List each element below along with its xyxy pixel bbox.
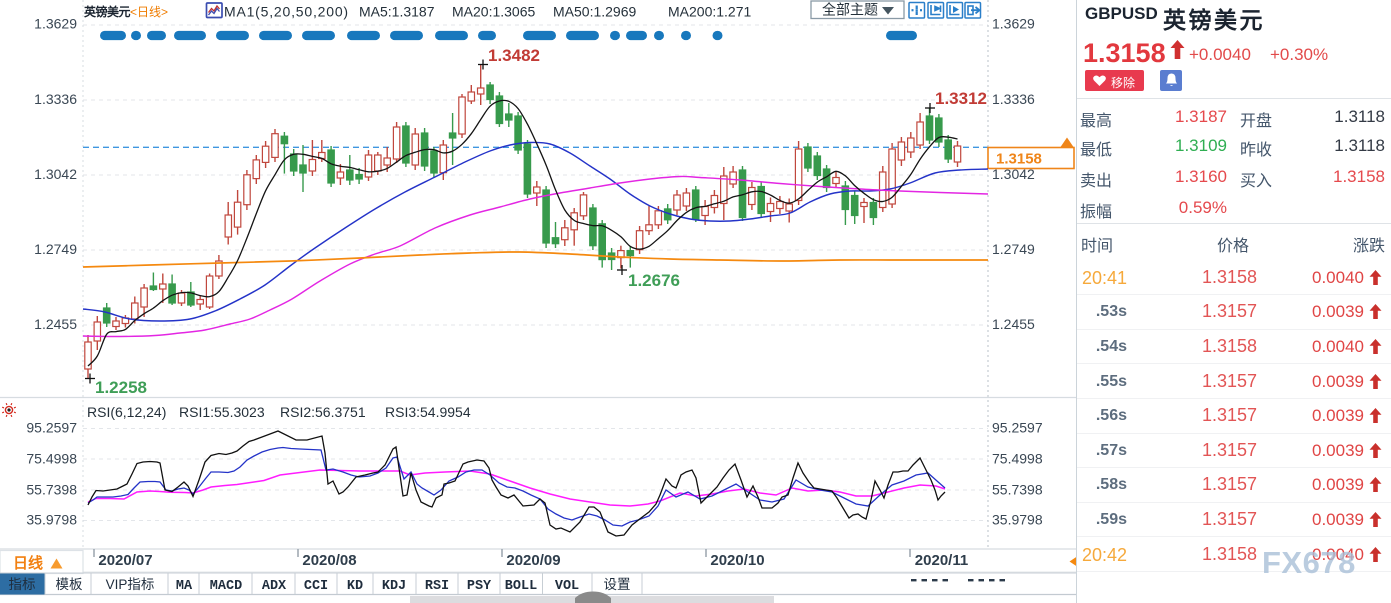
svg-text:MA5:1.3187: MA5:1.3187	[359, 4, 435, 20]
svg-text:1.2676: 1.2676	[628, 271, 680, 290]
svg-text:RSI3:54.9954: RSI3:54.9954	[385, 404, 471, 420]
svg-text:2020/09: 2020/09	[506, 552, 560, 569]
svg-text:75.4998: 75.4998	[26, 451, 77, 467]
svg-text:1.2749: 1.2749	[34, 241, 77, 257]
svg-text:模板: 模板	[56, 577, 83, 592]
svg-text:KDJ: KDJ	[382, 579, 406, 594]
svg-text:<日线>: <日线>	[130, 5, 168, 19]
svg-text:ADX: ADX	[262, 579, 287, 594]
svg-text:日线: 日线	[13, 554, 43, 572]
svg-text:55.7398: 55.7398	[26, 482, 77, 498]
svg-text:1.2258: 1.2258	[95, 378, 147, 397]
svg-text:1.3336: 1.3336	[992, 91, 1035, 107]
svg-text:RSI(6,12,24): RSI(6,12,24)	[87, 404, 166, 420]
svg-text:VIP指标: VIP指标	[106, 577, 155, 592]
svg-text:1.2455: 1.2455	[992, 316, 1035, 332]
svg-text:1.2455: 1.2455	[34, 316, 77, 332]
svg-text:RSI1:55.3023: RSI1:55.3023	[179, 404, 265, 420]
svg-text:2020/10: 2020/10	[710, 552, 764, 569]
svg-text:MA1(5,20,50,200): MA1(5,20,50,200)	[224, 4, 349, 20]
svg-text:95.2597: 95.2597	[992, 420, 1043, 436]
svg-text:1.3042: 1.3042	[34, 166, 77, 182]
svg-text:1.3629: 1.3629	[992, 16, 1035, 32]
svg-text:MA: MA	[176, 579, 193, 594]
svg-text:VOL: VOL	[555, 579, 579, 594]
svg-text:1.3042: 1.3042	[992, 166, 1035, 182]
svg-text:RSI: RSI	[425, 579, 449, 594]
svg-text:35.9798: 35.9798	[26, 512, 77, 528]
svg-text:英镑美元: 英镑美元	[84, 4, 131, 19]
svg-text:全部主题: 全部主题	[822, 2, 878, 18]
svg-text:KD: KD	[347, 579, 363, 594]
svg-text:设置: 设置	[604, 577, 631, 592]
svg-text:55.7398: 55.7398	[992, 482, 1043, 498]
svg-text:MA50:1.2969: MA50:1.2969	[553, 4, 636, 20]
svg-text:75.4998: 75.4998	[992, 451, 1043, 467]
svg-text:95.2597: 95.2597	[26, 420, 77, 436]
svg-text:指标: 指标	[9, 577, 36, 592]
svg-text:2020/08: 2020/08	[302, 552, 356, 569]
svg-text:1.3158: 1.3158	[996, 151, 1042, 168]
svg-text:1.2749: 1.2749	[992, 241, 1035, 257]
svg-text:RSI2:56.3751: RSI2:56.3751	[280, 404, 366, 420]
svg-text:2020/07: 2020/07	[98, 552, 152, 569]
svg-text:BOLL: BOLL	[505, 579, 537, 594]
svg-text:MACD: MACD	[210, 579, 242, 594]
svg-text:1.3482: 1.3482	[488, 46, 540, 65]
svg-text:PSY: PSY	[467, 579, 492, 594]
svg-text:2020/11: 2020/11	[915, 552, 968, 569]
svg-text:1.3629: 1.3629	[34, 16, 77, 32]
svg-text:1.3312: 1.3312	[935, 89, 987, 108]
svg-text:35.9798: 35.9798	[992, 512, 1043, 528]
svg-text:MA20:1.3065: MA20:1.3065	[452, 4, 535, 20]
svg-text:MA200:1.271: MA200:1.271	[668, 4, 751, 20]
svg-text:CCI: CCI	[304, 579, 328, 594]
svg-text:1.3336: 1.3336	[34, 91, 77, 107]
